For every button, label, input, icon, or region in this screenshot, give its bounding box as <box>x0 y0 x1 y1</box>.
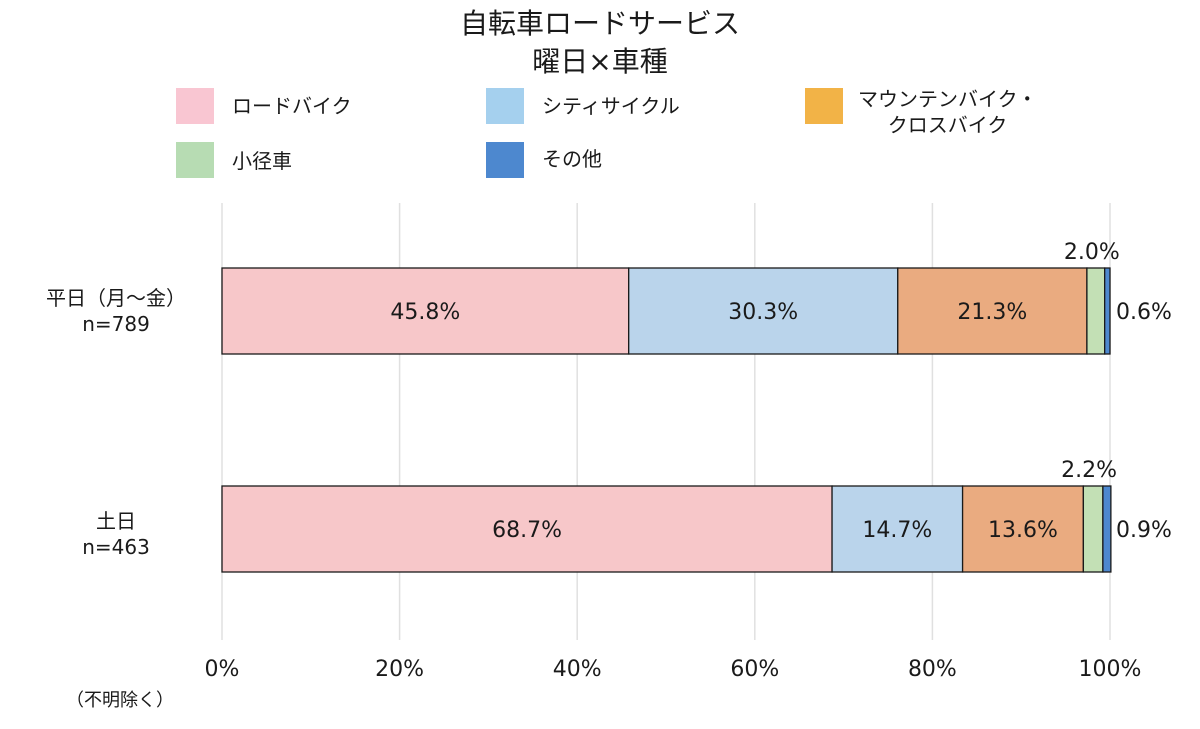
x-tick-label: 40% <box>553 657 602 682</box>
bar-segment <box>1082 485 1104 573</box>
data-label: 14.7% <box>862 518 932 543</box>
row-label-weekend: 土日 n=463 <box>82 509 150 559</box>
data-label: 30.3% <box>728 300 798 325</box>
legend-swatch-small-wheel <box>176 142 214 178</box>
data-label: 45.8% <box>390 300 460 325</box>
bar-segment <box>221 485 833 573</box>
legend-swatch-other <box>486 142 524 178</box>
bar-segment <box>221 267 630 355</box>
x-tick-label: 80% <box>908 657 957 682</box>
footnote: （不明除く） <box>66 690 174 711</box>
data-label: 21.3% <box>957 300 1027 325</box>
x-tick-label: 20% <box>375 657 424 682</box>
chart-subtitle: 曜日×車種 <box>532 45 668 78</box>
legend-swatch-city-cycle <box>486 88 524 124</box>
bar-segment <box>1086 267 1106 355</box>
data-label: 68.7% <box>492 518 562 543</box>
x-tick-label: 60% <box>730 657 779 682</box>
bar-segment <box>1102 485 1112 573</box>
data-label: 0.9% <box>1116 518 1172 543</box>
data-label: 2.2% <box>1061 458 1117 483</box>
legend-swatch-road-bike <box>176 88 214 124</box>
bar-segment <box>1104 267 1111 355</box>
legend-label-mountain-bike: マウンテンバイク・ クロスバイク <box>858 87 1038 137</box>
row-label-weekday: 平日（月～金） n=789 <box>46 286 186 336</box>
data-label: 2.0% <box>1064 240 1120 265</box>
data-label: 0.6% <box>1116 300 1172 325</box>
legend-label-small-wheel: 小径車 <box>232 149 292 173</box>
legend-label-road-bike: ロードバイク <box>232 94 352 118</box>
legend-swatch-mountain-bike <box>805 88 843 124</box>
bar-segment <box>831 485 964 573</box>
bar-segment <box>897 267 1088 355</box>
x-tick-label: 0% <box>205 657 240 682</box>
chart-title: 自転車ロードサービス <box>459 7 740 40</box>
legend-label-other: その他 <box>542 147 602 171</box>
bar-segment <box>961 485 1085 573</box>
bar-segment <box>628 267 899 355</box>
data-label: 13.6% <box>988 518 1058 543</box>
x-tick-label: 100% <box>1079 657 1142 682</box>
legend-label-city-cycle: シティサイクル <box>542 94 680 118</box>
